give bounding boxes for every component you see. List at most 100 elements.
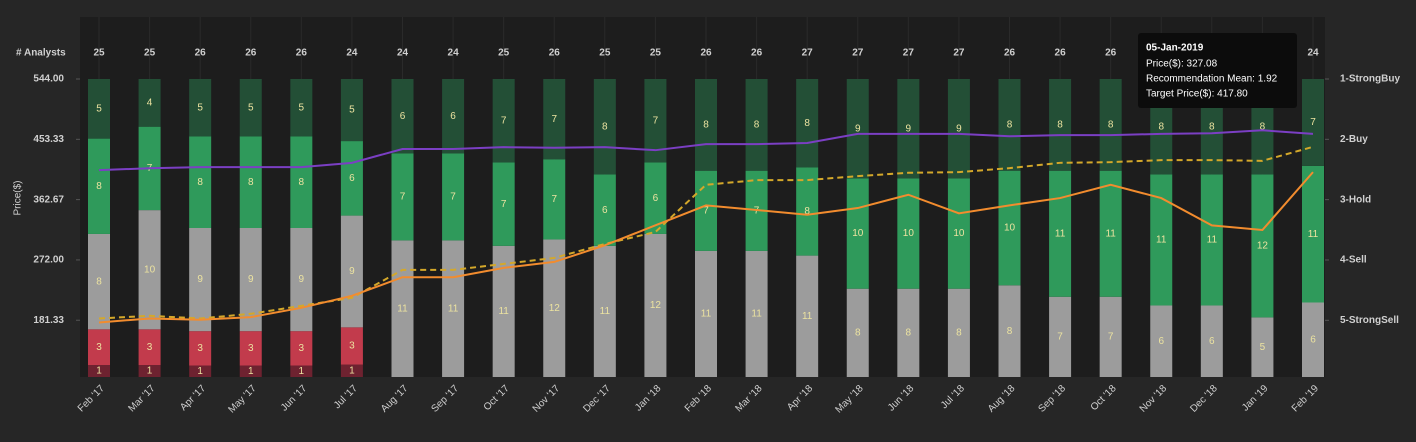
segment-label: 3 xyxy=(147,342,153,353)
bar-segment xyxy=(1150,305,1173,377)
bar-segment xyxy=(644,79,667,163)
segment-label: 9 xyxy=(248,274,254,285)
segment-label: 5 xyxy=(1260,342,1266,353)
segment-label: 9 xyxy=(956,123,962,134)
bar-segment xyxy=(1049,170,1072,297)
segment-label: 4 xyxy=(147,97,153,108)
segment-label: 8 xyxy=(1057,119,1063,130)
segment-label: 1 xyxy=(349,365,355,376)
analyst-count: 26 xyxy=(195,48,207,59)
bar-segment xyxy=(1049,296,1072,377)
segment-label: 7 xyxy=(400,192,406,203)
segment-label: 10 xyxy=(144,264,156,275)
segment-label: 3 xyxy=(96,342,102,353)
bar-segment xyxy=(189,79,212,137)
segment-label: 8 xyxy=(754,119,760,130)
analyst-count: 25 xyxy=(599,48,611,59)
bar-segment xyxy=(593,79,616,175)
bar-segment xyxy=(189,228,212,332)
analyst-count: 25 xyxy=(144,48,156,59)
bar-segment xyxy=(138,329,161,366)
analyst-count: 27 xyxy=(802,48,814,59)
bar-segment xyxy=(543,239,566,377)
segment-label: 6 xyxy=(1158,336,1164,347)
analyst-count: 26 xyxy=(1105,48,1117,59)
segment-label: 8 xyxy=(804,118,810,129)
bar-segment xyxy=(88,365,110,377)
line xyxy=(98,145,1314,320)
bar-segment xyxy=(593,174,616,246)
bar-segment xyxy=(290,136,313,228)
bar-segment xyxy=(189,365,212,377)
segment-label: 6 xyxy=(653,193,659,204)
bar-segment xyxy=(745,250,768,377)
segment-label: 9 xyxy=(197,274,203,285)
bar-segment xyxy=(138,210,161,330)
segment-label: 11 xyxy=(802,311,813,322)
segment-label: 10 xyxy=(953,228,965,239)
bar-segment xyxy=(998,79,1021,171)
bar-segment xyxy=(239,331,262,366)
bar-segment xyxy=(88,79,110,139)
segment-label: 3 xyxy=(197,343,203,354)
bar-segment xyxy=(138,365,161,377)
segment-label: 11 xyxy=(1207,235,1218,246)
bar-segment xyxy=(846,79,869,179)
segment-label: 1 xyxy=(197,366,203,377)
segment-label: 7 xyxy=(501,199,507,210)
analyst-count: 25 xyxy=(93,48,105,59)
bar-segment xyxy=(695,250,717,377)
bar-segment xyxy=(340,79,363,142)
analyst-count: 26 xyxy=(700,48,712,59)
segment-label: 11 xyxy=(448,303,459,314)
bar-segment xyxy=(695,79,717,171)
bar-segment xyxy=(543,159,566,240)
bar-segment xyxy=(442,240,465,377)
segment-label: 6 xyxy=(349,173,355,184)
segment-label: 6 xyxy=(1310,334,1316,345)
segment-label: 5 xyxy=(197,102,203,113)
bar-segment xyxy=(1302,79,1324,166)
tooltip-line: Target Price($): 417.80 xyxy=(1146,89,1248,100)
analyst-count: 26 xyxy=(245,48,257,59)
segment-label: 11 xyxy=(1308,229,1319,240)
bar-segment xyxy=(1302,302,1324,377)
bar-segment xyxy=(1251,174,1274,318)
segment-label: 6 xyxy=(400,111,406,122)
segment-label: 8 xyxy=(299,177,305,188)
segment-label: 5 xyxy=(349,105,355,116)
y2-tick-label: 3-Hold xyxy=(1340,194,1371,205)
bar-segment xyxy=(1251,317,1274,377)
bar-segment xyxy=(340,215,363,328)
bar-segment xyxy=(340,364,363,377)
segment-label: 1 xyxy=(96,366,102,377)
analyst-count: 26 xyxy=(751,48,763,59)
bar-segment xyxy=(138,79,161,127)
bar-segment xyxy=(290,365,313,377)
y2-tick-label: 4-Sell xyxy=(1340,255,1367,266)
bar-segment xyxy=(846,288,869,377)
segment-label: 11 xyxy=(600,306,611,317)
segment-label: 5 xyxy=(248,102,254,113)
y2-tick-label: 2-Buy xyxy=(1340,134,1368,145)
y-tick-label: 181.33 xyxy=(33,315,64,326)
segment-label: 10 xyxy=(852,228,864,239)
tooltip: 05-Jan-2019 Price($): 327.08 Recommendatio… xyxy=(1138,33,1297,108)
bar-segment xyxy=(239,365,262,377)
segment-label: 3 xyxy=(349,341,355,352)
bar-segment xyxy=(442,79,465,154)
segment-label: 7 xyxy=(1108,332,1114,343)
segment-label: 8 xyxy=(855,327,861,338)
segment-label: 8 xyxy=(1108,119,1114,130)
segment-label: 11 xyxy=(397,303,408,314)
bar-segment xyxy=(796,79,819,168)
bar-segment xyxy=(644,233,667,377)
bar-segment xyxy=(391,79,414,154)
analyst-count: 24 xyxy=(1307,48,1319,59)
segment-label: 7 xyxy=(703,205,709,216)
segment-label: 10 xyxy=(1004,223,1016,234)
segment-label: 3 xyxy=(248,343,254,354)
segment-label: 12 xyxy=(549,303,561,314)
segment-label: 3 xyxy=(299,343,305,354)
